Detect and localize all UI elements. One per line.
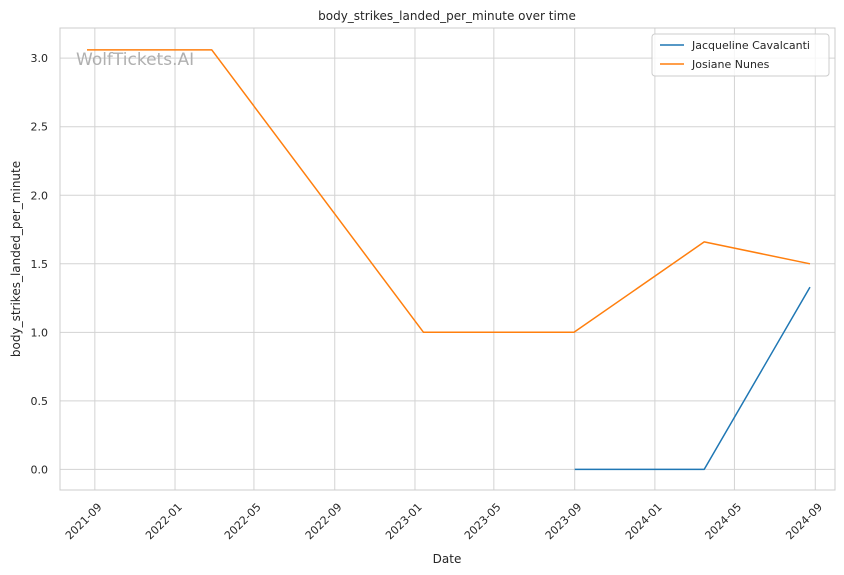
plot-frame	[59, 27, 836, 491]
y-axis-title: body_strikes_landed_per_minute	[9, 161, 23, 357]
x-axis-title: Date	[433, 552, 462, 566]
watermark: WolfTickets.AI	[76, 50, 194, 70]
legend-label-jacqueline-cavalcanti: Jacqueline Cavalcanti	[691, 39, 810, 52]
y-tick-label: 2.0	[31, 189, 49, 202]
y-tick-label: 1.5	[31, 258, 49, 271]
y-axis-ticks: 0.0 0.5 1.0 1.5 2.0 2.5 3.0	[31, 52, 49, 476]
legend: Jacqueline Cavalcanti Josiane Nunes	[651, 33, 830, 77]
plot-area	[60, 28, 835, 490]
y-tick-label: 2.5	[31, 121, 49, 134]
legend-label-josiane-nunes: Josiane Nunes	[691, 58, 770, 71]
y-tick-label: 0.0	[31, 463, 49, 476]
series-line-jacqueline-cavalcanti	[574, 286, 811, 471]
legend-box	[651, 33, 830, 77]
chart-title: body_strikes_landed_per_minute over time	[318, 9, 576, 23]
y-tick-label: 3.0	[31, 52, 49, 65]
series-line-josiane-nunes	[87, 49, 811, 334]
series-layer	[87, 49, 811, 471]
y-tick-label: 1.0	[31, 326, 49, 339]
y-tick-label: 0.5	[31, 395, 49, 408]
